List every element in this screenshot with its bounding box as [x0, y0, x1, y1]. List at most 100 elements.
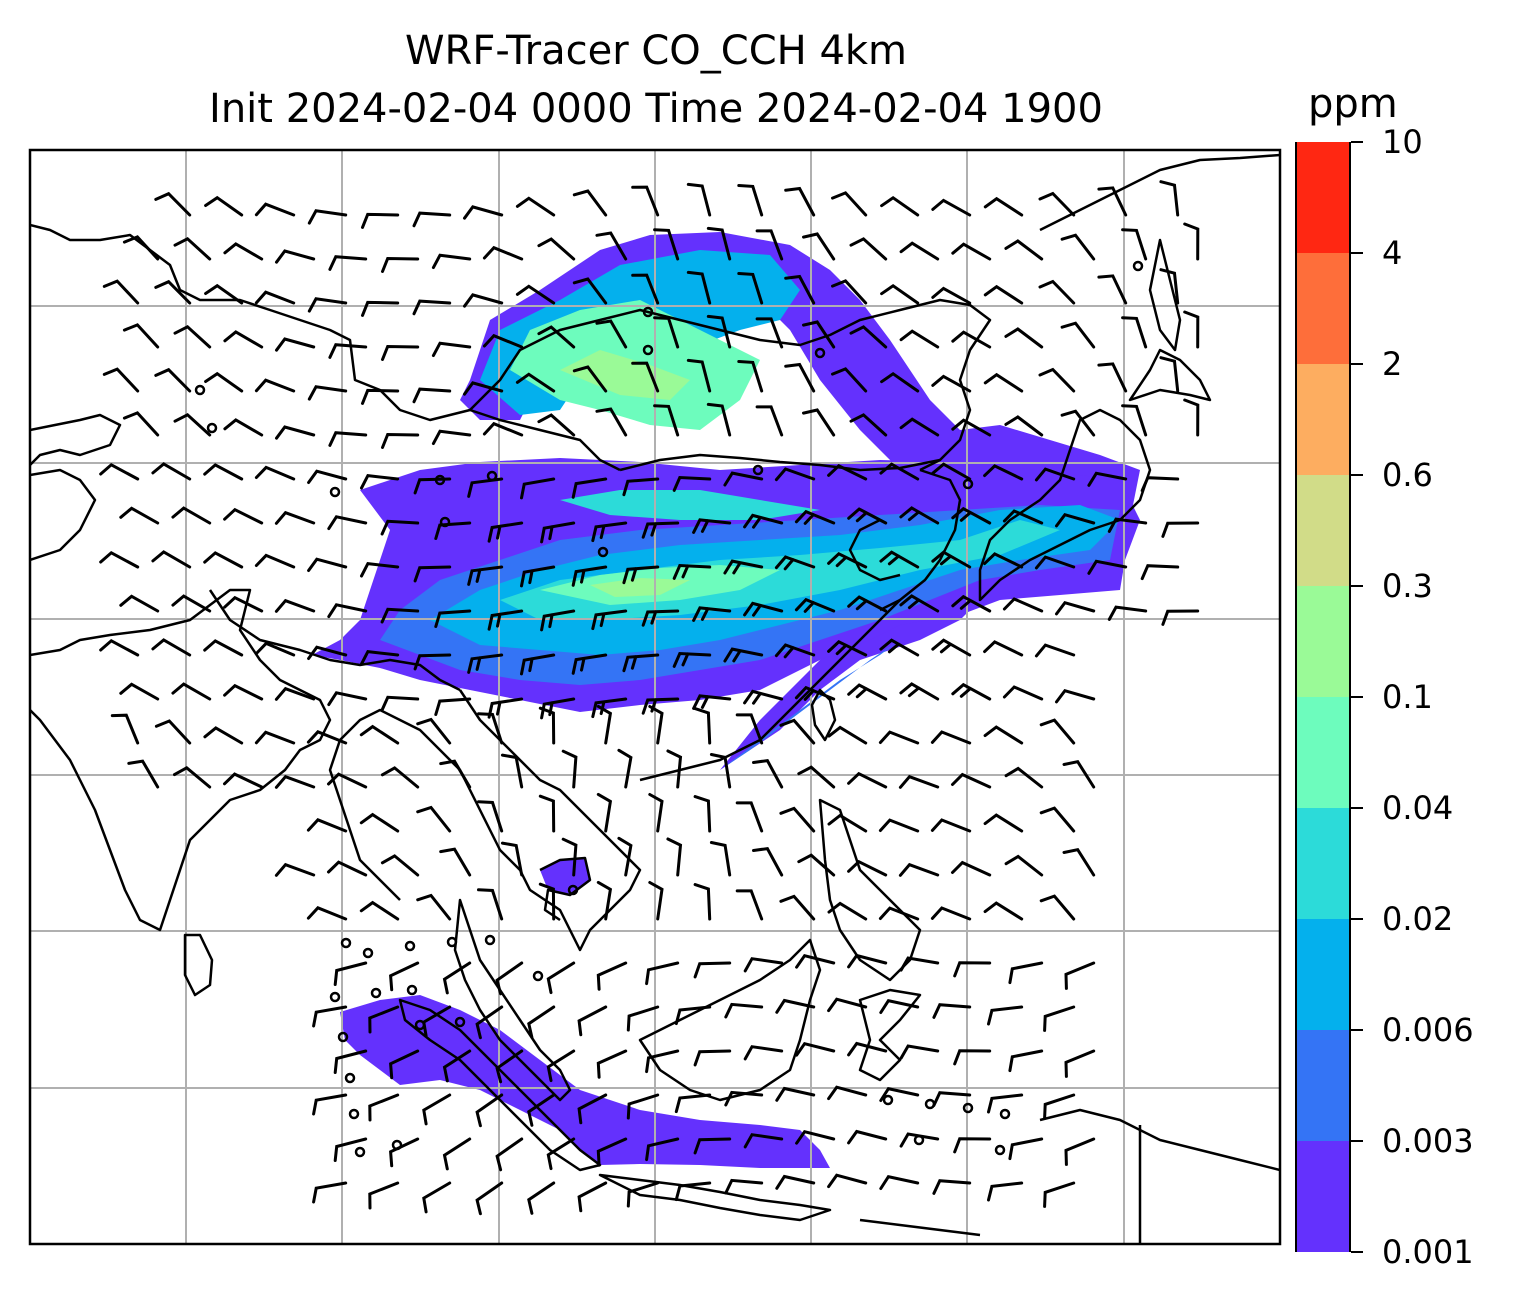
colorbar-tick: [1351, 696, 1363, 698]
wind-barb: [482, 421, 524, 437]
wind-barb: [381, 432, 420, 449]
colorbar-tick: [1351, 918, 1363, 920]
wind-barb: [546, 1137, 576, 1171]
wind-barb: [1043, 1093, 1076, 1120]
wind-barb: [648, 881, 664, 921]
wind-barb: [723, 559, 764, 575]
wind-barb: [223, 418, 264, 437]
calm-marker: [206, 422, 218, 434]
wind-barb: [327, 772, 368, 789]
wind-barb: [1002, 685, 1044, 701]
wind-barb: [154, 279, 192, 305]
calm-marker: [642, 344, 654, 356]
wind-barb: [784, 362, 816, 393]
wind-barb: [475, 1093, 504, 1128]
wind-barb: [899, 1132, 940, 1148]
wind-barb: [983, 196, 1024, 217]
wind-barb: [412, 299, 452, 316]
wind-barb: [527, 1093, 556, 1127]
wind-barb: [328, 255, 368, 271]
wind-barb: [416, 805, 452, 833]
wind-barb: [631, 361, 660, 393]
wind-barb: [538, 706, 556, 745]
wind-barb: [724, 1178, 764, 1195]
wind-barb: [1034, 643, 1076, 658]
wind-barb: [500, 841, 524, 877]
wind-barb: [880, 195, 920, 217]
calm-marker: [194, 384, 206, 396]
coastline-sri-lanka: [183, 933, 214, 997]
wind-barb: [333, 961, 368, 986]
wind-barb: [802, 232, 836, 261]
wind-barb: [674, 1005, 712, 1026]
map-frame: [28, 148, 1282, 1246]
wind-barb: [724, 1090, 764, 1107]
colorbar-tick: [1351, 474, 1363, 476]
wind-barb: [596, 1137, 628, 1167]
wind-barb: [653, 316, 680, 349]
wind-barb: [931, 198, 972, 217]
wind-barb: [951, 506, 992, 525]
coastline-sakhalin: [1148, 238, 1182, 352]
wind-barb: [1062, 760, 1096, 789]
wind-barb: [368, 1093, 400, 1122]
wind-barb: [899, 1044, 940, 1060]
wind-barb: [361, 300, 400, 317]
wind-barb: [110, 713, 140, 745]
wind-barb: [154, 367, 192, 393]
wind-barb: [653, 404, 680, 437]
wind-barb: [577, 1181, 608, 1213]
wind-barb: [631, 185, 660, 217]
wind-barb: [223, 595, 264, 613]
wind-barb: [1038, 367, 1076, 393]
wind-barb: [709, 841, 732, 877]
wind-barb: [223, 330, 264, 349]
wind-barb: [312, 1005, 348, 1028]
wind-barb: [463, 205, 504, 220]
wind-barb: [1038, 191, 1076, 217]
plume-gulf: [540, 858, 590, 895]
wind-barb: [743, 601, 784, 617]
wind-barb: [431, 253, 472, 270]
wind-barb: [849, 413, 888, 437]
wind-barb: [439, 759, 472, 789]
coastline-taiwan: [810, 688, 837, 742]
wind-barb: [983, 813, 1024, 833]
wind-barb: [595, 231, 628, 261]
coastlines-borders: [30, 153, 1280, 1244]
wind-barb: [442, 1049, 472, 1083]
wind-barb: [1107, 517, 1148, 533]
wind-barb: [775, 1086, 816, 1102]
coastline-borneo: [638, 938, 822, 1102]
wind-barb: [537, 237, 576, 261]
wind-barb: [380, 519, 420, 536]
wind-barb: [686, 270, 712, 305]
wind-barb: [500, 753, 524, 789]
wind-barb: [561, 749, 578, 789]
wind-barb: [693, 1049, 732, 1067]
calm-marker: [752, 464, 764, 476]
wind-barb: [577, 1093, 608, 1125]
wind-barb: [151, 462, 192, 481]
wind-barb: [537, 413, 576, 437]
wind-barb: [389, 961, 420, 992]
wind-barb: [203, 551, 244, 569]
wind-barb: [693, 707, 712, 745]
calm-marker: [962, 1102, 974, 1114]
wind-barb: [899, 417, 940, 437]
calm-marker: [354, 1146, 366, 1158]
calm-marker: [362, 947, 374, 959]
wind-barb: [827, 639, 868, 657]
wind-barb: [737, 184, 764, 217]
wind-barb: [641, 521, 680, 539]
wind-barb: [431, 341, 472, 358]
wind-barb: [879, 999, 920, 1014]
calm-marker: [597, 546, 609, 558]
wind-barb: [416, 717, 452, 745]
wind-barb: [1062, 848, 1096, 877]
wind-barb: [360, 561, 400, 578]
colorbar-tick: [1351, 141, 1363, 143]
wind-barb: [737, 360, 764, 393]
wind-barb: [154, 719, 192, 745]
wind-barb: [173, 236, 212, 261]
